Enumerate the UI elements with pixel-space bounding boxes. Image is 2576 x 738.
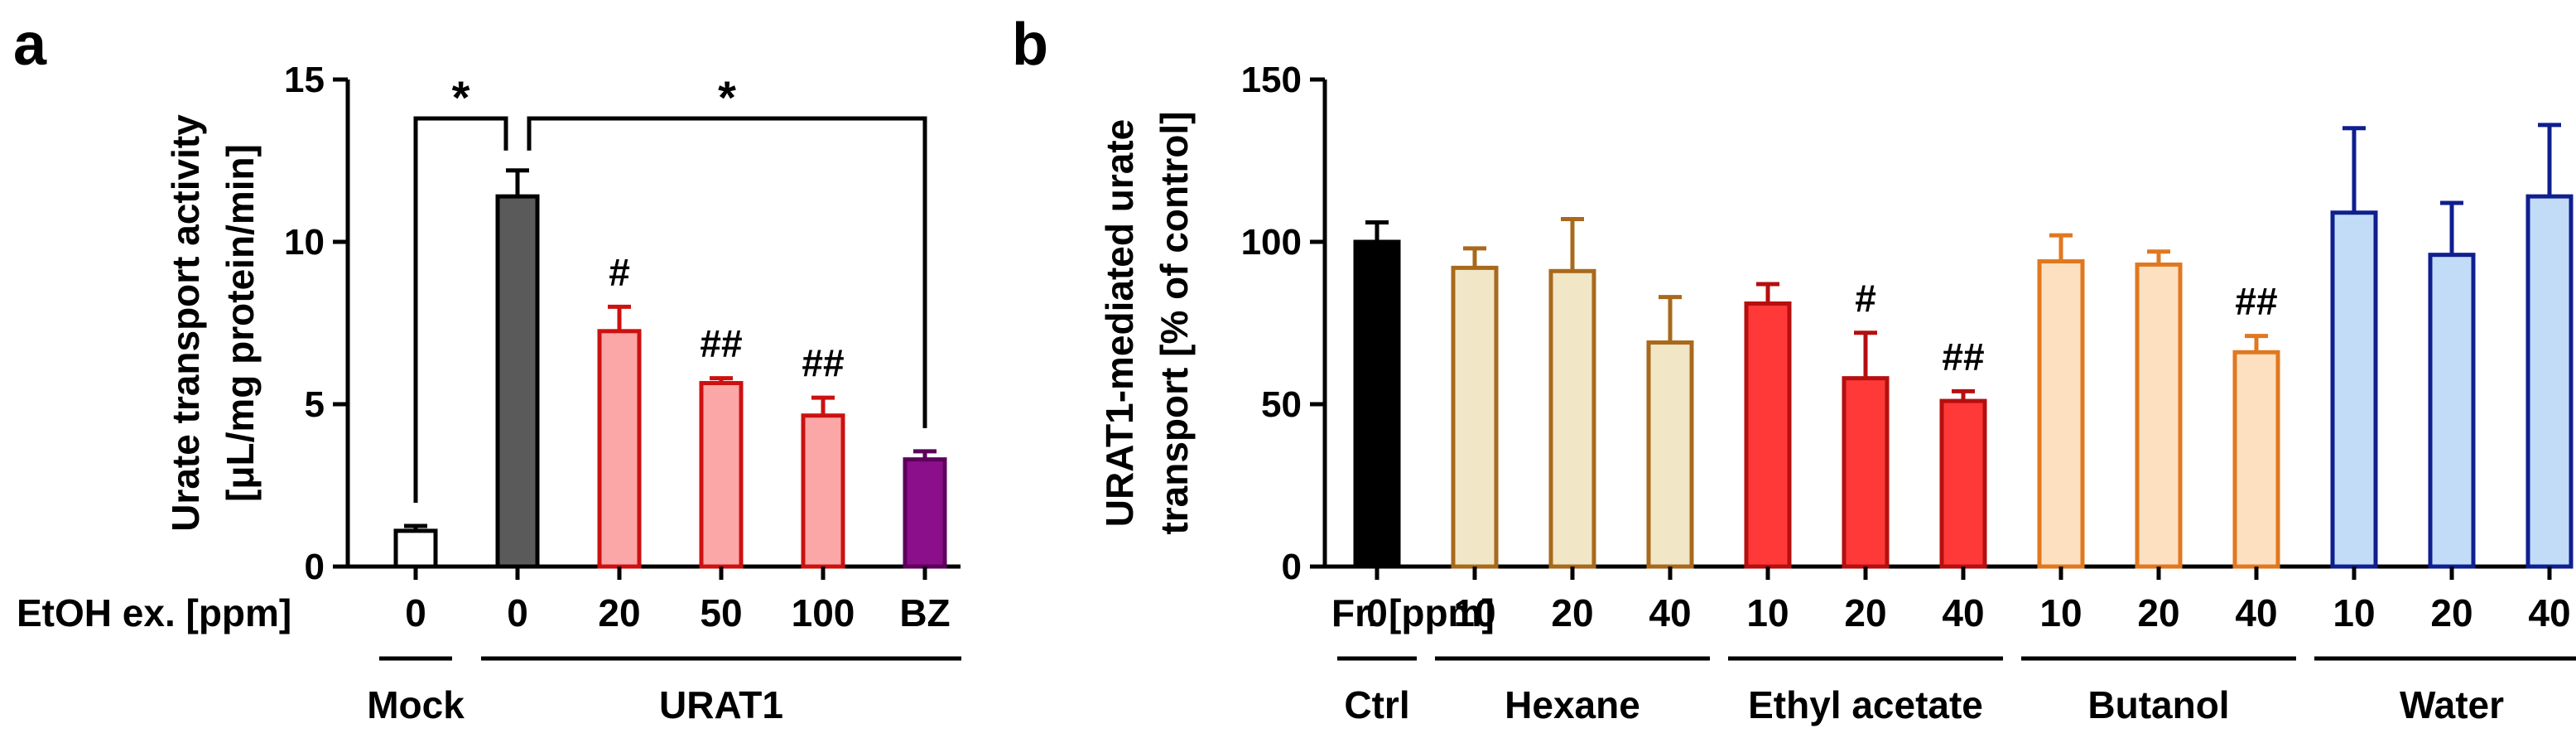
bar (699, 381, 744, 569)
significance-mark: ## (802, 341, 844, 384)
x-tick-label: 10 (2039, 591, 2082, 634)
bar (393, 528, 438, 569)
group-label: Ethyl acetate (1748, 683, 1983, 726)
significance-mark: # (609, 250, 630, 293)
significance-mark: ## (1942, 335, 1984, 378)
x-tick-label: 0 (1366, 591, 1388, 634)
x-tick-label: 20 (1844, 591, 1886, 634)
bar (495, 194, 540, 569)
bar (2330, 210, 2378, 569)
panel-letter: a (13, 12, 47, 78)
y-tick-label: 15 (284, 60, 325, 100)
significance-bracket (527, 116, 927, 428)
panel-letter: b (1012, 12, 1048, 78)
bar (1939, 398, 1987, 569)
x-tick-label: 0 (507, 591, 528, 634)
y-tick-label: 5 (305, 384, 325, 425)
x-tick-label: 10 (1453, 591, 1495, 634)
y-axis-title: URAT1-mediated urate (1098, 119, 1141, 527)
x-tick-label: 100 (792, 591, 855, 634)
y-axis-title: transport [% of control] (1153, 111, 1196, 534)
x-tick-label: 40 (2528, 591, 2570, 634)
group-label: Mock (367, 683, 465, 726)
group-label: Hexane (1505, 683, 1640, 726)
x-axis-title: EtOH ex. [ppm] (17, 591, 291, 634)
bar (2232, 350, 2280, 569)
y-tick-label: 50 (1261, 384, 1302, 425)
y-tick-label: 150 (1241, 60, 1302, 100)
significance-star: * (452, 71, 470, 123)
y-tick-label: 0 (305, 547, 325, 587)
y-axis-title: Urate transport activity (164, 114, 207, 532)
bar (801, 413, 845, 569)
x-tick-label: 40 (2235, 591, 2277, 634)
x-tick-label: 20 (598, 591, 640, 634)
group-label: Water (2400, 683, 2504, 726)
significance-bracket (413, 116, 508, 503)
y-axis-title: [μL/mg protein/min] (219, 144, 262, 502)
bar (1646, 340, 1694, 569)
x-tick-label: 20 (2430, 591, 2472, 634)
x-tick-label: 20 (1551, 591, 1593, 634)
y-tick-label: 0 (1282, 547, 1302, 587)
group-label: URAT1 (659, 683, 783, 726)
bar (2525, 194, 2574, 569)
x-tick-label: 0 (405, 591, 426, 634)
y-tick-label: 100 (1241, 222, 1302, 263)
bar (1744, 301, 1792, 569)
x-tick-label: 50 (700, 591, 742, 634)
x-tick-label: 10 (2333, 591, 2375, 634)
bar (2135, 262, 2183, 569)
bar (2428, 253, 2476, 569)
significance-mark: ## (700, 322, 742, 365)
bar (1842, 376, 1890, 569)
bar (1548, 268, 1596, 569)
bar (597, 329, 642, 569)
x-tick-label: 10 (1746, 591, 1789, 634)
y-tick-label: 10 (284, 222, 325, 263)
bar (903, 457, 947, 569)
bar (1353, 239, 1401, 569)
panel-a: a 0 5 10 15 Urate transport activity [μL/mg pr… (13, 12, 961, 726)
x-axis-title: Fr. [ppm] (1331, 591, 1495, 634)
x-tick-label: 40 (1942, 591, 1984, 634)
group-label: Ctrl (1344, 683, 1409, 726)
group-label: Butanol (2087, 683, 2229, 726)
x-tick-label: 40 (1649, 591, 1691, 634)
x-tick-label: 20 (2137, 591, 2179, 634)
significance-mark: ## (2235, 280, 2277, 323)
bar (2037, 259, 2085, 569)
significance-mark: # (1855, 277, 1876, 320)
significance-star: * (718, 71, 736, 123)
bar (1451, 265, 1499, 569)
x-tick-label: BZ (899, 591, 950, 634)
